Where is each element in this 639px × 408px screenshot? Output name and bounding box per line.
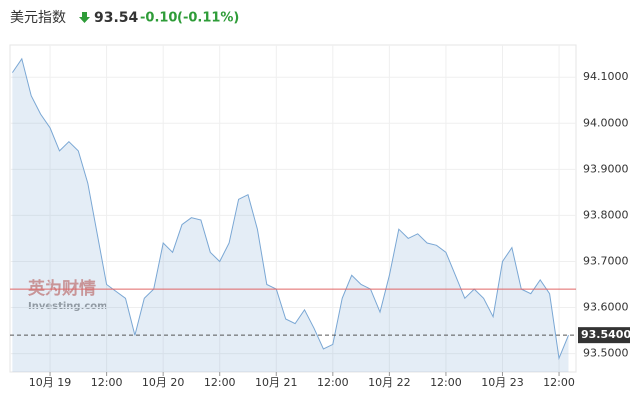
x-tick-label: 12:00 [204,376,236,389]
x-tick-label: 10月 19 [29,376,72,389]
x-tick-label: 10月 21 [255,376,298,389]
y-tick-label: 94.1000 [583,70,629,83]
area-fill [12,58,569,373]
y-tick-label: 93.6000 [583,301,629,314]
y-tick-label: 93.7000 [583,254,629,267]
down-arrow [79,12,90,23]
x-tick-label: 12:00 [317,376,349,389]
y-tick-label: 94.0000 [583,116,629,129]
watermark-brand: 英为财情 [28,278,96,299]
plot-frame [9,44,577,373]
y-tick-label: 93.5000 [583,347,629,360]
change-percent: (-0.11%) [177,11,239,26]
price-line [11,57,569,361]
last-price-box [578,327,630,344]
instrument-title: 美元指数 [10,10,66,26]
y-tick-label: 93.9000 [583,162,629,175]
watermark-site: Investing.com [28,301,108,312]
y-tick-label: 93.8000 [583,208,629,221]
x-tick-label: 10月 20 [142,376,185,389]
x-tick-label: 10月 22 [368,376,411,389]
x-tick-label: 12:00 [543,376,575,389]
price: 93.54 [94,10,139,26]
x-tick-label: 12:00 [430,376,462,389]
change: -0.10 [140,11,177,26]
x-tick-label: 10月 23 [481,376,524,389]
last-price-label: 93.5400 [581,328,631,341]
x-tick-label: 12:00 [91,376,123,389]
